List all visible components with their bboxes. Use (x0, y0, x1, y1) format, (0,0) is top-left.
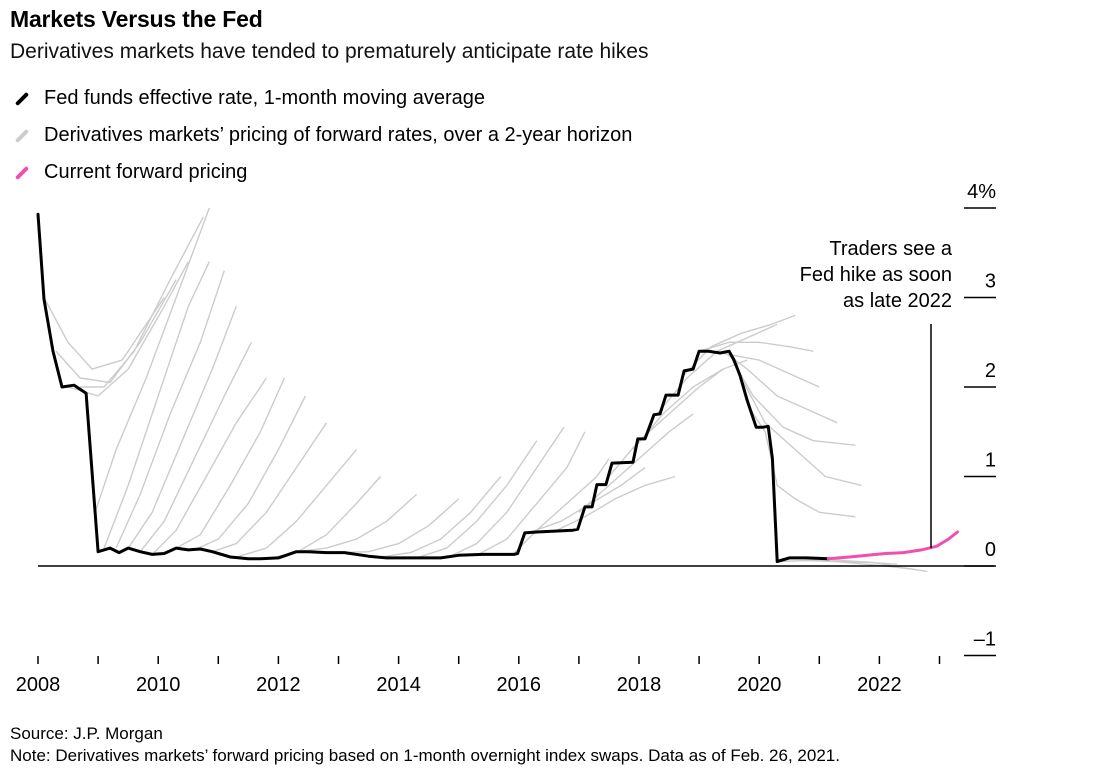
forward-curve-18 (416, 440, 538, 559)
y-tick-label-0: 4% (967, 181, 996, 203)
chart-subtitle: Derivatives markets have tended to prema… (10, 40, 649, 63)
legend-item-current: Current forward pricing (12, 154, 632, 191)
forward-curve-1 (55, 279, 177, 384)
x-tick-label-3: 2014 (376, 674, 421, 696)
footnote: Note: Derivatives markets’ forward prici… (10, 746, 840, 765)
y-tick-label-2: 2 (985, 360, 996, 382)
x-tick-label-2: 2012 (256, 674, 301, 696)
legend-item-forward: Derivatives markets’ pricing of forward … (12, 117, 632, 154)
annotation-line-2: Fed hike as soon (800, 264, 952, 286)
forward-curve-27 (656, 323, 778, 415)
forward-curve-7 (127, 306, 237, 549)
fed-funds-line (36, 212, 830, 563)
y-tick-label-4: 0 (985, 539, 996, 561)
forward-curve-3 (80, 216, 204, 388)
forward-curve-4 (94, 207, 210, 513)
forward-curve-29 (698, 341, 814, 352)
forward-curve-33 (740, 377, 862, 487)
y-tick-label-5: –1 (974, 629, 996, 651)
forward-curve-17 (380, 476, 502, 558)
legend-item-fed: Fed funds effective rate, 1-month moving… (12, 80, 632, 117)
legend: Fed funds effective rate, 1-month moving… (12, 80, 632, 191)
x-tick-label-7: 2022 (857, 674, 902, 696)
forward-curve-16 (338, 498, 460, 554)
forward-curve-22 (530, 467, 646, 533)
forward-curve-12 (212, 422, 328, 553)
legend-label-current: Current forward pricing (44, 161, 248, 183)
annotation: Traders see a Fed hike as soon as late 2… (800, 238, 953, 549)
forward-curves (43, 207, 928, 573)
forward-curve-26 (632, 359, 748, 451)
forward-curve-28 (680, 314, 796, 379)
legend-label-fed: Fed funds effective rate, 1-month moving… (44, 87, 485, 109)
forward-curve-5 (103, 261, 210, 549)
forward-curve-23 (554, 475, 676, 532)
forward-curve-15 (296, 493, 418, 553)
forward-curve-24 (578, 413, 694, 513)
y-tick-label-1: 3 (985, 271, 996, 293)
annotation-line-3: as late 2022 (843, 290, 952, 312)
forward-curve-6 (115, 270, 225, 549)
annotation-line-1: Traders see a (829, 238, 953, 260)
legend-label-forward: Derivatives markets’ pricing of forward … (44, 124, 633, 146)
forward-curve-20 (476, 431, 586, 556)
x-tick-label-6: 2020 (737, 674, 782, 696)
forward-curve-8 (139, 341, 253, 553)
series (36, 212, 959, 563)
axes: 4% 3 2 1 0 –1 2008 2010 2012 2014 2016 2018 2020 2022 (16, 181, 996, 696)
forward-curve-13 (236, 449, 358, 558)
forward-curve-19 (446, 426, 565, 559)
x-tick-label-5: 2018 (617, 674, 662, 696)
forward-curve-31 (722, 350, 838, 424)
x-tick-label-0: 2008 (16, 674, 61, 696)
current-forward-line (826, 530, 959, 561)
y-tick-label-3: 1 (985, 450, 996, 472)
forward-curve-9 (151, 377, 267, 555)
forward-curve-10 (175, 377, 286, 549)
forward-curve-2 (67, 261, 189, 397)
forward-curve-25 (608, 368, 724, 477)
x-tick-label-1: 2010 (136, 674, 181, 696)
source-note: Source: J.P. Morgan (10, 724, 163, 743)
forward-curve-21 (512, 458, 610, 555)
x-tick-label-4: 2016 (497, 674, 542, 696)
forward-curve-32 (731, 359, 856, 446)
forward-curve-11 (194, 395, 307, 551)
forward-curve-30 (710, 350, 820, 388)
chart-title: Markets Versus the Fed (10, 6, 263, 32)
